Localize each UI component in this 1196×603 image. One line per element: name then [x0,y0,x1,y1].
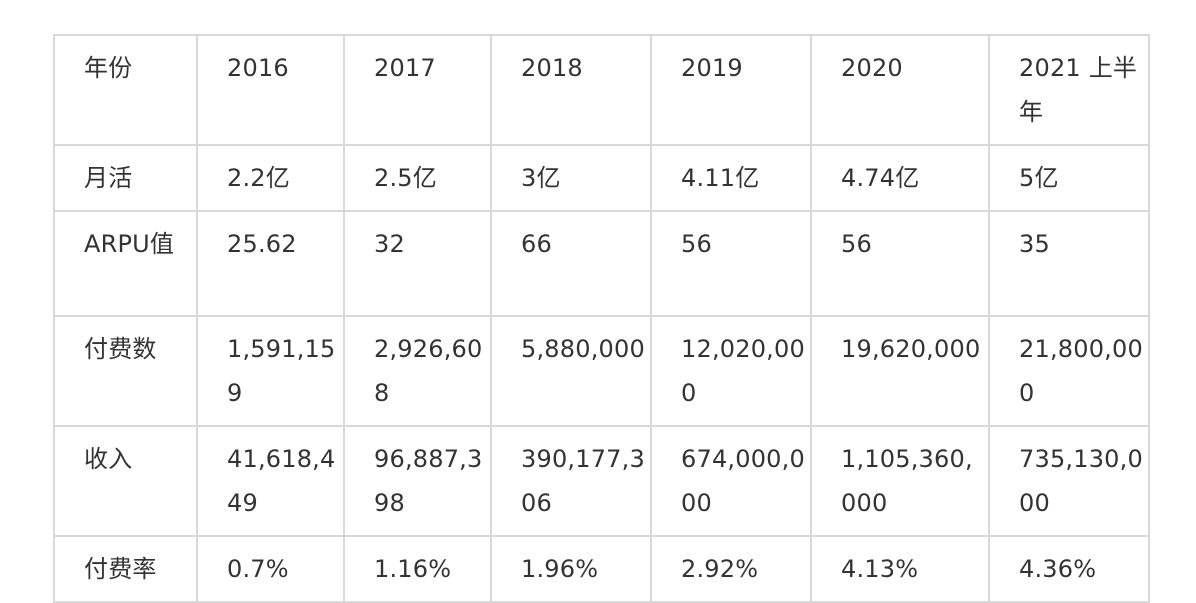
table-cell: 390,177,306 [490,425,652,537]
table-row-payers: 付费数 1,591,159 2,926,608 5,880,000 12,020… [53,315,1150,427]
table-cell: 56 [810,210,990,317]
row-header-year: 年份 [53,34,198,146]
table-cell: 1,105,360,000 [810,425,990,537]
table-cell: 4.74亿 [810,144,990,212]
data-table: 年份 2016 2017 2018 2019 2020 2021 上半年 月活 … [53,34,1150,603]
table-cell: 32 [343,210,492,317]
table-cell: 21,800,000 [988,315,1150,427]
table-cell: 674,000,000 [650,425,812,537]
table-cell: 735,130,000 [988,425,1150,537]
table-cell: 41,618,449 [196,425,345,537]
table-cell: 19,620,000 [810,315,990,427]
table-cell: 35 [988,210,1150,317]
table-cell: 4.13% [810,535,990,603]
table-cell: 25.62 [196,210,345,317]
table-cell: 2016 [196,34,345,146]
table-cell: 2019 [650,34,812,146]
table-cell: 2.92% [650,535,812,603]
table-cell: 12,020,000 [650,315,812,427]
table-row-arpu: ARPU值 25.62 32 66 56 56 35 [53,210,1150,317]
row-header-pay-rate: 付费率 [53,535,198,603]
table-cell: 4.36% [988,535,1150,603]
table-cell: 2020 [810,34,990,146]
table-cell: 56 [650,210,812,317]
table-cell: 1.16% [343,535,492,603]
table-cell: 0.7% [196,535,345,603]
table-cell: 2017 [343,34,492,146]
row-header-revenue: 收入 [53,425,198,537]
row-header-arpu: ARPU值 [53,210,198,317]
table-row-mau: 月活 2.2亿 2.5亿 3亿 4.11亿 4.74亿 5亿 [53,144,1150,212]
row-header-payers: 付费数 [53,315,198,427]
table-row-pay-rate: 付费率 0.7% 1.16% 1.96% 2.92% 4.13% 4.36% [53,535,1150,603]
table-row-revenue: 收入 41,618,449 96,887,398 390,177,306 674… [53,425,1150,537]
table-cell: 2.2亿 [196,144,345,212]
table-cell: 96,887,398 [343,425,492,537]
table-cell: 2018 [490,34,652,146]
table-cell: 4.11亿 [650,144,812,212]
table-cell: 66 [490,210,652,317]
table-cell: 1,591,159 [196,315,345,427]
row-header-mau: 月活 [53,144,198,212]
table-cell: 2,926,608 [343,315,492,427]
table-cell: 1.96% [490,535,652,603]
table-cell: 5,880,000 [490,315,652,427]
table-row-year: 年份 2016 2017 2018 2019 2020 2021 上半年 [53,34,1150,146]
table-cell: 2021 上半年 [988,34,1150,146]
table-cell: 5亿 [988,144,1150,212]
table-cell: 3亿 [490,144,652,212]
table-cell: 2.5亿 [343,144,492,212]
